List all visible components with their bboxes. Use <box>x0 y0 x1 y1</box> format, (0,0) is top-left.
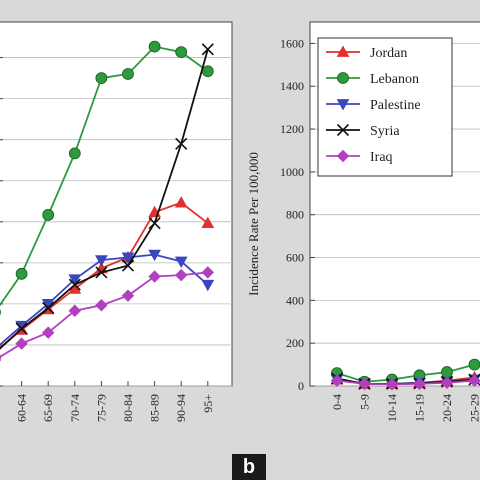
left-point-syria <box>68 278 81 291</box>
left-x-tick-label: 85-89 <box>148 394 162 422</box>
right-y-axis-label: Incidence Rate Per 100,000 <box>246 152 261 296</box>
left-point-iraq <box>95 299 108 312</box>
left-point-palestine <box>95 255 108 267</box>
right-point-lebanon <box>441 366 453 378</box>
right-point-iraq <box>468 374 480 387</box>
left-point-iraq <box>0 358 2 362</box>
left-point-jordan <box>174 196 188 208</box>
right-series-iraq <box>330 374 480 391</box>
right-x-tick-label: 15-19 <box>413 394 427 422</box>
left-chart-panel: 55-59 60-64 65-69 70-74 75-79 80-84 85-89 90-94… <box>0 21 233 422</box>
left-x-tick-label: 60-64 <box>15 394 29 422</box>
right-chart-panel: 0 200 400 600 800 1000 1200 1400 1600 0-4 5-9 10-14… <box>246 21 480 422</box>
right-x-tick-label: 5-9 <box>358 394 372 410</box>
right-y-tick-label: 1400 <box>280 79 304 93</box>
left-x-tick-label: 80-84 <box>121 394 135 422</box>
legend-marker-iraq <box>336 149 350 163</box>
left-x-tick-label: 70-74 <box>68 394 82 422</box>
left-point-lebanon <box>42 209 55 221</box>
left-point-iraq <box>15 337 28 350</box>
right-y-tick-label: 1600 <box>280 36 304 50</box>
left-x-tick-label: 75-79 <box>94 394 108 422</box>
right-point-iraq <box>358 377 371 391</box>
right-point-iraq <box>385 378 399 391</box>
right-y-tick-label: 1200 <box>280 122 304 136</box>
legend-marker-palestine <box>336 99 350 111</box>
left-plot-frame <box>0 21 233 387</box>
panel-label-box <box>232 454 266 480</box>
right-point-lebanon <box>468 358 480 371</box>
left-point-lebanon <box>148 40 161 53</box>
right-y-tick-label: 800 <box>286 208 304 222</box>
left-point-palestine <box>201 279 215 292</box>
right-y-tick-label: 0 <box>298 379 304 393</box>
left-point-lebanon <box>175 46 188 59</box>
left-x-tick-label: 55-59 <box>0 394 2 422</box>
left-x-tick-label: 65-69 <box>41 394 55 422</box>
left-point-syria <box>42 301 55 315</box>
left-point-lebanon <box>0 308 1 316</box>
left-series-iraq <box>0 266 215 362</box>
left-point-syria <box>15 322 28 335</box>
right-y-tick-label: 400 <box>286 293 304 307</box>
left-point-lebanon <box>68 147 81 160</box>
left-point-palestine <box>68 274 82 286</box>
legend-label-syria: Syria <box>370 124 400 139</box>
left-series-syria <box>0 43 214 360</box>
left-point-lebanon <box>15 267 28 280</box>
right-x-tick-label: 10-14 <box>385 394 399 422</box>
left-point-iraq <box>201 266 215 279</box>
legend-marker-syria <box>336 123 350 137</box>
right-point-iraq <box>330 374 344 387</box>
left-point-lebanon <box>95 72 108 85</box>
left-point-syria <box>175 137 188 150</box>
panel-label: b <box>242 456 256 478</box>
left-point-jordan <box>201 216 215 229</box>
left-point-lebanon <box>122 68 134 80</box>
left-point-lebanon <box>201 65 214 78</box>
left-point-iraq <box>174 268 188 282</box>
right-x-tick-label: 20-24 <box>440 394 454 422</box>
left-series-lebanon <box>0 40 214 316</box>
right-point-iraq <box>413 377 426 391</box>
left-point-iraq <box>121 289 135 302</box>
left-point-syria <box>148 217 161 230</box>
left-point-syria <box>121 259 135 272</box>
left-point-palestine <box>148 249 161 262</box>
right-point-iraq <box>440 376 454 389</box>
left-point-iraq <box>148 270 161 283</box>
right-x-tick-label: 25-29 <box>468 394 480 422</box>
legend: Jordan Lebanon Palestine Syria Iraq <box>317 37 453 177</box>
left-point-syria <box>201 43 214 56</box>
left-x-tick-label: 95+ <box>201 394 215 413</box>
legend-label-jordan: Jordan <box>370 46 407 61</box>
right-y-tick-label: 1000 <box>280 165 304 179</box>
legend-label-lebanon: Lebanon <box>370 72 419 87</box>
legend-marker-lebanon <box>337 72 349 84</box>
right-y-tick-label: 200 <box>286 336 304 350</box>
left-x-tick-label: 90-94 <box>174 394 188 422</box>
legend-label-palestine: Palestine <box>370 98 421 113</box>
legend-label-iraq: Iraq <box>370 150 393 165</box>
left-point-palestine <box>0 344 2 347</box>
legend-marker-jordan <box>336 45 350 57</box>
left-point-syria <box>95 266 108 279</box>
left-point-palestine <box>174 256 188 269</box>
left-point-palestine <box>121 252 135 264</box>
right-y-tick-label: 600 <box>286 251 304 265</box>
left-point-iraq <box>41 326 55 339</box>
left-point-iraq <box>68 304 82 317</box>
right-x-tick-label: 0-4 <box>330 394 344 410</box>
